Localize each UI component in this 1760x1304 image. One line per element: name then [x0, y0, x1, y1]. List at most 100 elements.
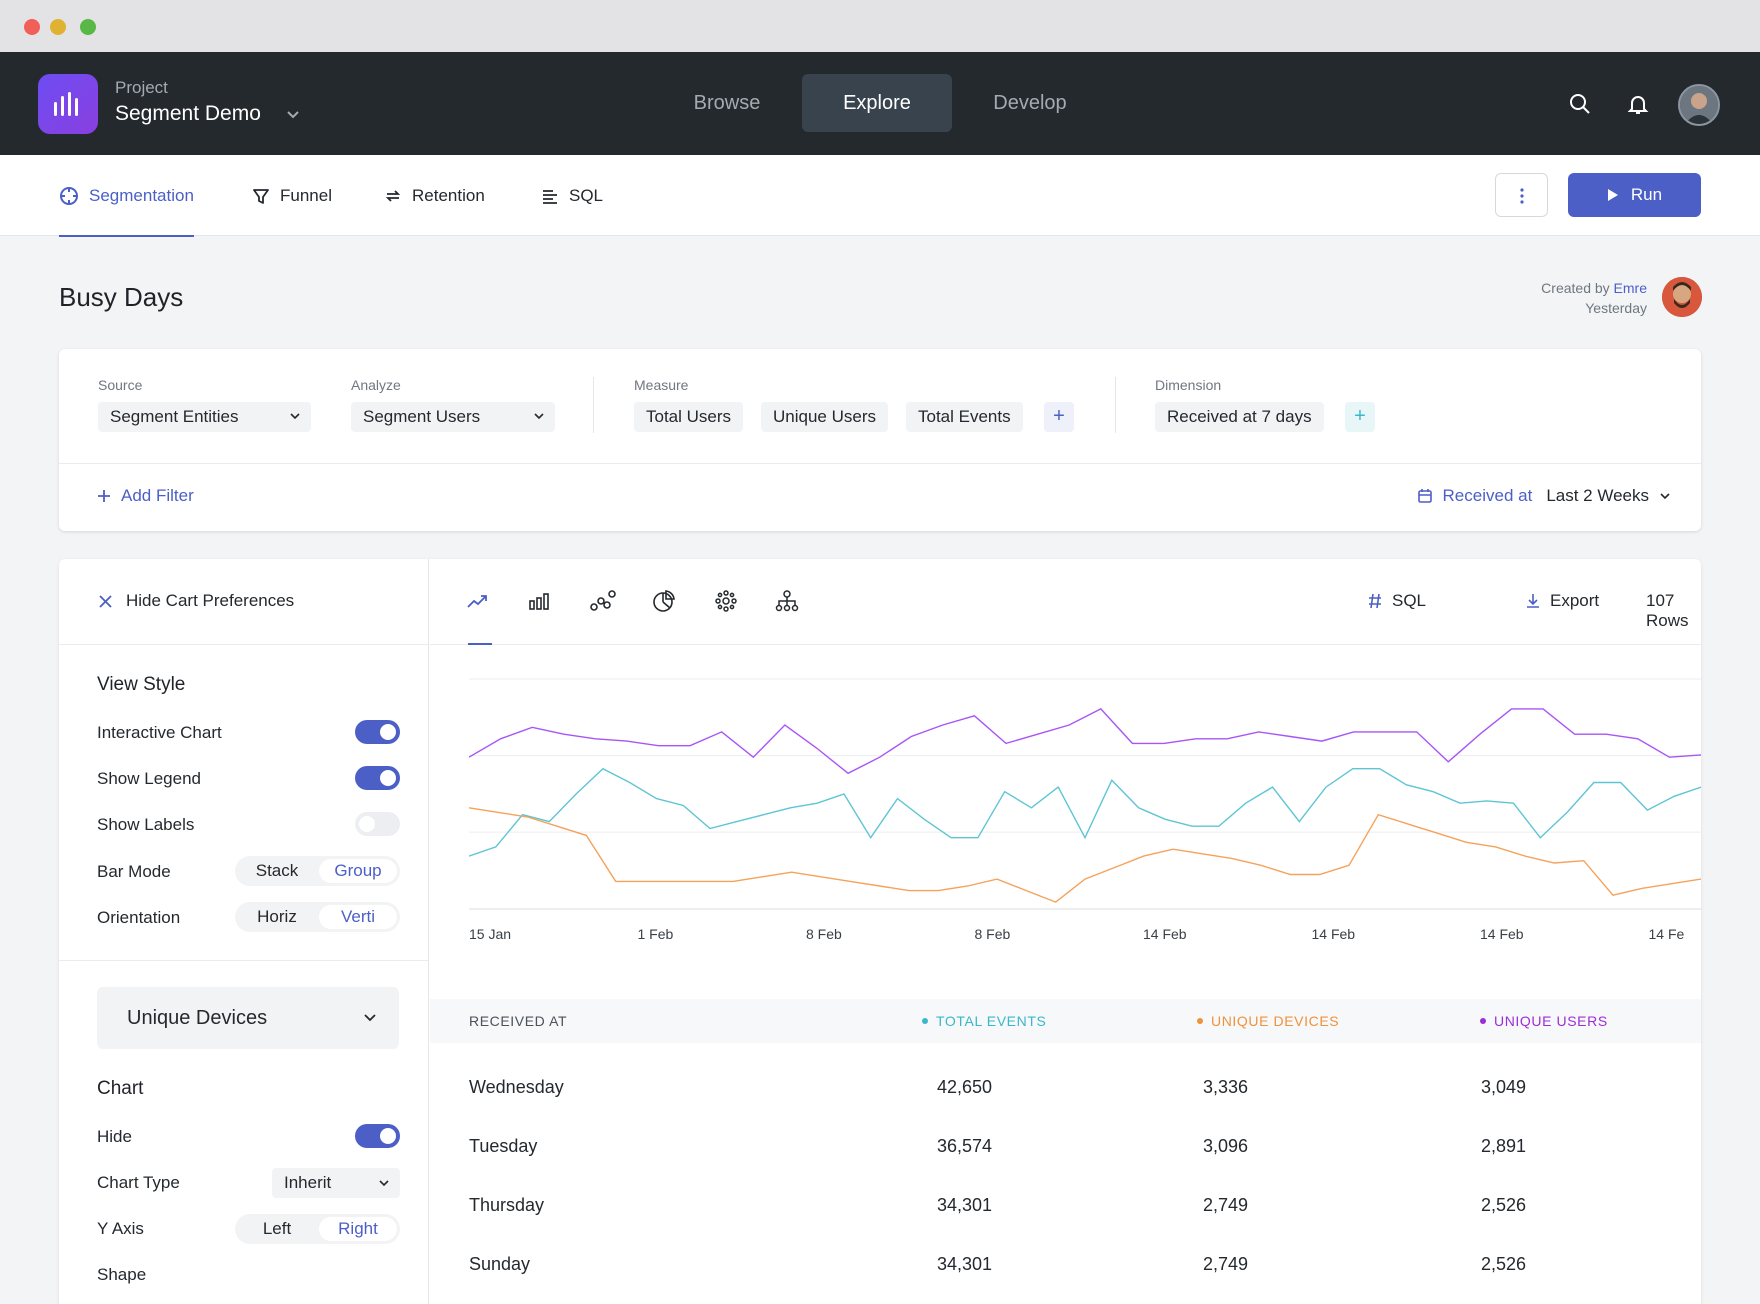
x-axis-tick-label: 8 Feb [806, 926, 842, 942]
tab-segmentation[interactable]: Segmentation [59, 155, 194, 237]
y-axis-right[interactable]: Right [319, 1217, 397, 1241]
cell-day: Sunday [469, 1254, 531, 1274]
minimize-window-button[interactable] [50, 19, 66, 35]
table-header: RECEIVED AT TOTAL EVENTS UNIQUE DEVICES … [430, 999, 1701, 1043]
hide-toggle[interactable] [355, 1124, 400, 1148]
x-axis-tick-label: 1 Feb [637, 926, 674, 942]
tab-retention[interactable]: Retention [384, 155, 485, 236]
table-row[interactable]: Thursday 34,301 2,749 2,526 [430, 1177, 1701, 1235]
tab-sql[interactable]: SQL [541, 155, 603, 236]
chevron-down-icon [1660, 493, 1670, 500]
column-header-received-at[interactable]: RECEIVED AT [469, 1013, 567, 1029]
view-style-title: View Style [97, 674, 186, 695]
column-header-unique-users[interactable]: UNIQUE USERS [1480, 1013, 1608, 1029]
divider [59, 463, 1701, 464]
created-by-prefix: Created by [1541, 280, 1610, 296]
chart-section-title: Chart [97, 1078, 144, 1099]
orientation-verti[interactable]: Verti [319, 905, 397, 929]
table-row[interactable]: Sunday 34,301 2,749 2,526 [430, 1236, 1701, 1294]
nav-tab-browse[interactable]: Browse [693, 92, 761, 114]
cell-unique-users: 2,526 [1480, 1195, 1526, 1215]
table-row[interactable]: Tuesday 36,574 3,096 2,891 [430, 1118, 1701, 1176]
sql-button-label: SQL [1392, 591, 1427, 610]
x-axis-tick-label: 15 Jan [469, 926, 512, 942]
tab-funnel[interactable]: Funnel [252, 155, 332, 236]
hash-icon [1369, 593, 1381, 609]
series-dot-icon [1197, 1018, 1203, 1024]
measure-pill[interactable]: Total Events [906, 402, 1023, 432]
measure-label: Measure [634, 377, 689, 393]
show-labels-toggle[interactable] [355, 812, 400, 836]
source-value: Segment Entities [110, 407, 239, 426]
cell-unique-devices: 2,749 [1202, 1195, 1248, 1215]
series-line-0[interactable] [469, 708, 1701, 775]
created-info: Created by Emre Yesterday [1541, 278, 1647, 318]
column-header-unique-devices[interactable]: UNIQUE DEVICES [1197, 1013, 1339, 1029]
user-avatar[interactable] [1678, 84, 1720, 126]
y-axis-left[interactable]: Left [262, 1219, 292, 1238]
interactive-chart-label: Interactive Chart [97, 723, 222, 742]
nav-tab-develop[interactable]: Develop [993, 92, 1067, 114]
line-chart-icon[interactable] [466, 589, 490, 613]
divider [1115, 377, 1116, 433]
date-range-value: Last 2 Weeks [1546, 486, 1649, 505]
bar-mode-segmented: Stack Group [235, 856, 400, 886]
cluster-chart-icon[interactable] [714, 589, 738, 613]
app-logo-icon[interactable] [38, 74, 98, 134]
add-filter-button[interactable]: Add Filter [97, 486, 194, 506]
analyze-select[interactable]: Segment Users [351, 402, 555, 432]
source-select[interactable]: Segment Entities [98, 402, 311, 432]
x-axis-tick-label: 14 Feb [1480, 926, 1524, 942]
chevron-down-icon [364, 1014, 376, 1022]
cell-total-events: 42,650 [936, 1077, 992, 1097]
project-name[interactable]: Segment Demo [115, 102, 261, 125]
measure-pill[interactable]: Unique Users [761, 402, 888, 432]
nav-tab-explore[interactable]: Explore [802, 74, 952, 132]
cell-unique-devices: 3,096 [1202, 1136, 1248, 1156]
line-chart[interactable] [469, 669, 1701, 919]
chevron-down-icon[interactable] [286, 110, 300, 120]
created-by-author[interactable]: Emre [1613, 280, 1647, 296]
orientation-horiz[interactable]: Horiz [257, 907, 297, 926]
date-field-label: Received at [1442, 486, 1533, 505]
table-row[interactable]: Wednesday 42,650 3,336 3,049 [430, 1059, 1701, 1117]
series-line-1[interactable] [469, 767, 1701, 857]
series-line-2[interactable] [469, 807, 1701, 903]
retention-icon [385, 189, 401, 202]
close-window-button[interactable] [24, 19, 40, 35]
show-legend-label: Show Legend [97, 769, 201, 788]
show-labels-label: Show Labels [97, 815, 195, 834]
cell-unique-devices: 3,336 [1202, 1077, 1248, 1097]
column-header-total-events[interactable]: TOTAL EVENTS [922, 1013, 1046, 1029]
hide-cart-preferences-button[interactable]: Hide Cart Preferences [99, 591, 294, 611]
run-button[interactable]: Run [1568, 173, 1701, 217]
pie-chart-icon[interactable] [652, 589, 676, 613]
chart-type-value: Inherit [284, 1173, 332, 1192]
plus-icon [98, 490, 110, 502]
tree-chart-icon[interactable] [775, 589, 799, 613]
chart-type-select[interactable]: Inherit [272, 1168, 400, 1198]
add-dimension-button[interactable]: + [1345, 402, 1375, 432]
notification-bell-icon[interactable] [1626, 92, 1650, 116]
dimension-pill[interactable]: Received at 7 days [1155, 402, 1324, 432]
bar-chart-icon[interactable] [528, 589, 552, 613]
measure-pill[interactable]: Total Users [634, 402, 744, 432]
show-legend-toggle[interactable] [355, 766, 400, 790]
add-measure-button[interactable]: + [1044, 402, 1074, 432]
project-label: Project [115, 78, 168, 97]
date-range-select[interactable]: Received at Last 2 Weeks [1417, 486, 1671, 506]
more-options-button[interactable] [1495, 173, 1548, 217]
add-filter-label: Add Filter [121, 486, 194, 505]
bar-mode-stack[interactable]: Stack [255, 861, 299, 880]
search-icon[interactable] [1568, 92, 1592, 116]
maximize-window-button[interactable] [80, 19, 96, 35]
author-avatar[interactable] [1662, 277, 1702, 317]
interactive-chart-toggle[interactable] [355, 720, 400, 744]
scatter-chart-icon[interactable] [590, 589, 616, 613]
sql-button[interactable]: SQL [1368, 591, 1426, 611]
export-button[interactable]: Export [1526, 591, 1599, 611]
chevron-down-icon [379, 1180, 389, 1187]
hide-cart-label: Hide Cart Preferences [126, 591, 295, 610]
bar-mode-group[interactable]: Group [319, 859, 397, 883]
series-select[interactable]: Unique Devices [97, 987, 399, 1049]
